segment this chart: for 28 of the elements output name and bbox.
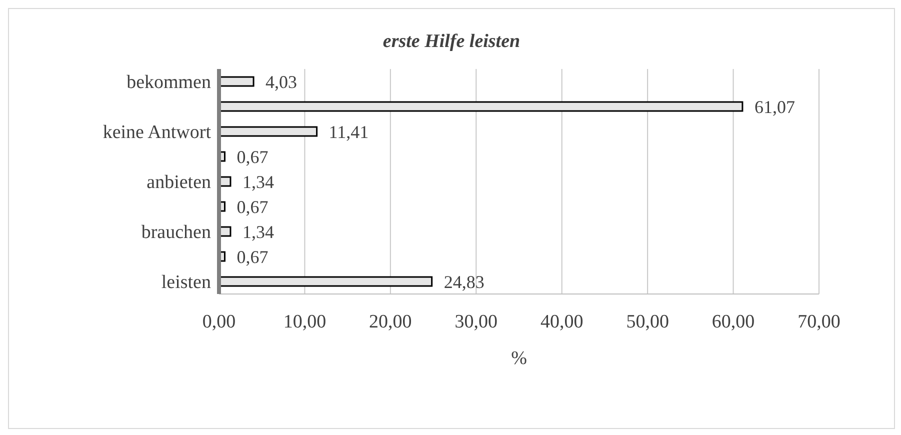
y-tick-label: anbieten	[146, 172, 212, 194]
chart-title: erste Hilfe leisten	[382, 31, 522, 54]
data-label: 4,03	[266, 72, 298, 92]
data-label: 24,83	[444, 272, 484, 292]
bar	[219, 101, 744, 112]
x-tick-label: 30,00	[454, 311, 498, 332]
y-tick-label: keine Antwort	[102, 122, 212, 144]
y-tick-label: brauchen	[141, 222, 212, 244]
x-tick-label: 0,00	[202, 311, 236, 332]
data-label: 1,34	[242, 172, 274, 192]
x-tick-label: 50,00	[626, 311, 669, 332]
x-tick-label: 60,00	[712, 311, 755, 332]
bar	[219, 126, 318, 137]
data-label: 0,67	[236, 196, 268, 217]
x-tick-label: 20,00	[369, 311, 412, 332]
data-label: 61,07	[754, 96, 795, 117]
data-label: 11,41	[328, 122, 369, 142]
data-label: 0,67	[236, 246, 268, 267]
y-tick-label: bekommen	[126, 72, 212, 94]
y-tick-label: leisten	[161, 272, 212, 294]
bar	[219, 276, 433, 287]
x-tick-label: 70,00	[798, 311, 840, 332]
x-tick-label: 40,00	[540, 311, 584, 332]
bar	[219, 76, 254, 87]
x-axis-title: %	[511, 348, 528, 369]
x-tick-label: 10,00	[283, 311, 326, 332]
data-label: 0,67	[236, 146, 268, 167]
data-label: 1,34	[242, 222, 274, 242]
